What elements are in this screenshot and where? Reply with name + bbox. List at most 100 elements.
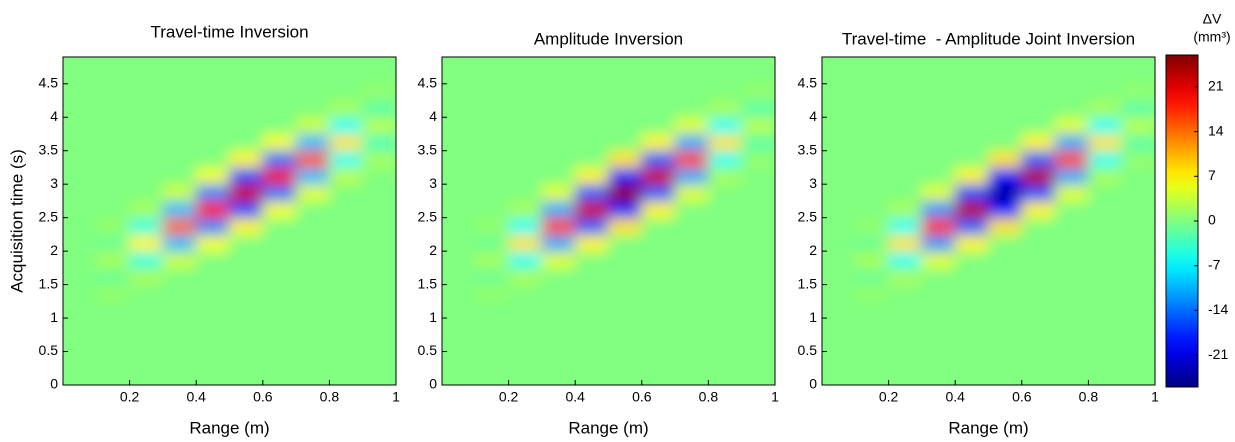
heatmap-cell <box>854 250 890 269</box>
heatmap-cell <box>362 334 396 353</box>
heatmap-cell <box>129 284 164 302</box>
heatmap-cell <box>195 267 230 286</box>
heatmap-cell <box>741 83 775 102</box>
heatmap-cell <box>362 166 396 185</box>
heatmap-cell <box>1054 300 1089 319</box>
heatmap-cell <box>741 317 775 336</box>
heatmap-cell <box>195 284 230 302</box>
y-tick-label: 4 <box>50 108 58 124</box>
heatmap-cell <box>641 267 676 286</box>
heatmap-cell <box>988 166 1023 185</box>
heatmap-cell <box>229 183 264 202</box>
heatmap-cell <box>1121 317 1155 336</box>
heatmap-cell <box>954 66 989 85</box>
heatmap-cell <box>608 217 643 235</box>
heatmap-cell <box>295 250 330 269</box>
heatmap-cell <box>162 83 197 102</box>
heatmap-cell <box>988 183 1023 202</box>
heatmap-cell <box>474 133 510 152</box>
heatmap-cell <box>262 367 297 385</box>
heatmap-cell <box>95 217 131 235</box>
heatmap-cell <box>95 317 131 336</box>
heatmap-cell <box>229 116 264 135</box>
heatmap-cell <box>129 351 164 369</box>
heatmap-cell <box>262 267 297 286</box>
heatmap-cell <box>195 166 230 185</box>
heatmap-cell <box>888 200 923 219</box>
heatmap-cell <box>541 100 576 118</box>
heatmap-cell <box>921 200 956 219</box>
heatmap-cell <box>641 66 676 85</box>
heatmap-cell <box>162 351 197 369</box>
heatmap-cell <box>1054 200 1089 219</box>
heatmap-cell <box>641 217 676 235</box>
heatmap-cell <box>129 116 164 135</box>
heatmap-cell <box>921 83 956 102</box>
heatmap-cell <box>1054 250 1089 269</box>
heatmap-cell <box>1021 83 1056 102</box>
heatmap-cell <box>741 66 775 85</box>
heatmap-cell <box>707 351 743 369</box>
heatmap-cell <box>295 217 330 235</box>
x-tick-label: 0.4 <box>945 389 965 405</box>
heatmap-cell <box>295 367 330 385</box>
x-tick-label: 0.8 <box>320 389 340 405</box>
heatmap-cell <box>541 133 576 152</box>
heatmap-cell <box>608 133 643 152</box>
heatmap-cell <box>195 367 230 385</box>
x-axis-label: Range (m) <box>948 418 1028 437</box>
heatmap-cell <box>195 183 230 202</box>
heatmap-cell <box>229 367 264 385</box>
heatmap-cell <box>474 233 510 252</box>
heatmap-cell <box>295 150 330 168</box>
heatmap-cell <box>474 57 510 68</box>
heatmap-cell <box>641 183 676 202</box>
heatmap-cell <box>921 116 956 135</box>
heatmap-cell <box>63 267 97 286</box>
heatmap-cell <box>574 183 609 202</box>
heatmap-cell <box>822 334 856 353</box>
y-tick-label: 2.5 <box>798 208 818 224</box>
heatmap-cell <box>195 116 230 135</box>
heatmap-cell <box>1121 150 1155 168</box>
heatmap-cell <box>262 233 297 252</box>
heatmap-cell <box>707 66 743 85</box>
heatmap-cell <box>195 200 230 219</box>
heatmap-cell <box>674 300 709 319</box>
heatmap-cell <box>362 57 396 68</box>
heatmap-cell <box>888 57 923 68</box>
heatmap-cell <box>888 367 923 385</box>
heatmap-cell <box>741 250 775 269</box>
heatmap-cell <box>541 217 576 235</box>
heatmap-cell <box>854 233 890 252</box>
heatmap-cell <box>1087 166 1123 185</box>
y-tick-label: 1 <box>50 309 58 325</box>
heatmap-cell <box>262 150 297 168</box>
heatmap-cell <box>954 334 989 353</box>
heatmap-cell <box>162 183 197 202</box>
heatmap-cell <box>95 100 131 118</box>
heatmap-cell <box>229 150 264 168</box>
axes-frame <box>441 56 776 386</box>
heatmap-cell <box>162 267 197 286</box>
heatmap-cell <box>63 57 97 68</box>
heatmap-cell <box>574 300 609 319</box>
heatmap-cell <box>822 66 856 85</box>
heatmap-cell <box>1087 200 1123 219</box>
heatmap-cell <box>63 233 97 252</box>
axes-frame <box>62 56 397 386</box>
heatmap-cell <box>328 183 364 202</box>
heatmap-cell <box>229 317 264 336</box>
heatmap-cell <box>822 233 856 252</box>
heatmap-cell <box>95 284 131 302</box>
heatmap-cell <box>608 267 643 286</box>
heatmap-cell <box>362 267 396 286</box>
heatmap-cell <box>63 367 97 385</box>
heatmap-cell <box>95 233 131 252</box>
heatmap-cell <box>262 351 297 369</box>
heatmap-cell <box>474 166 510 185</box>
heatmap-cell <box>574 116 609 135</box>
heatmap-cell <box>362 233 396 252</box>
heatmap-cell <box>95 133 131 152</box>
